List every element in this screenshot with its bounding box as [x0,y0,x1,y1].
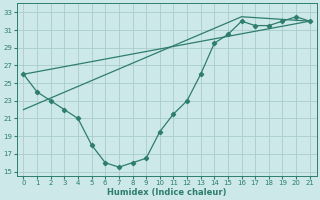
X-axis label: Humidex (Indice chaleur): Humidex (Indice chaleur) [107,188,226,197]
